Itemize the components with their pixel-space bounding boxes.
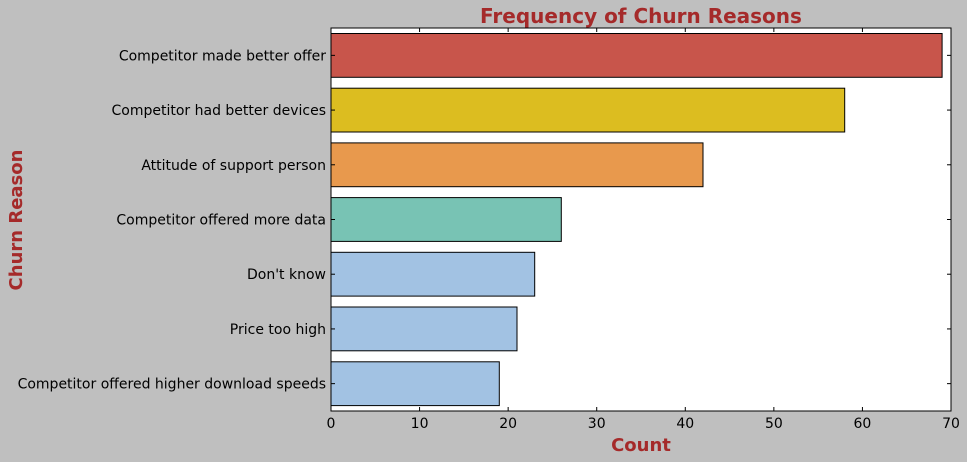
x-tick-label-20: 20 xyxy=(499,416,517,432)
y-tick-label-competitor-had-better-devices: Competitor had better devices xyxy=(112,103,326,119)
y-tick-label-don-t-know: Don't know xyxy=(247,267,326,283)
x-axis-label: Count xyxy=(611,435,671,456)
bar-competitor-made-better-offer xyxy=(331,34,942,78)
bar-price-too-high xyxy=(331,307,517,351)
bar-competitor-offered-higher-download-speeds xyxy=(331,362,499,406)
y-tick-label-competitor-offered-more-data: Competitor offered more data xyxy=(116,213,326,229)
chart-title: Frequency of Churn Reasons xyxy=(480,4,802,28)
bar-don-t-know xyxy=(331,252,535,296)
y-tick-label-attitude-of-support-person: Attitude of support person xyxy=(141,158,326,174)
x-tick-label-10: 10 xyxy=(411,416,429,432)
x-tick-label-40: 40 xyxy=(676,416,694,432)
bar-competitor-offered-more-data xyxy=(331,198,561,242)
x-tick-label-60: 60 xyxy=(854,416,872,432)
y-tick-label-competitor-offered-higher-download-speeds: Competitor offered higher download speed… xyxy=(18,377,326,393)
bar-competitor-had-better-devices xyxy=(331,88,845,132)
x-tick-label-70: 70 xyxy=(942,416,960,432)
bar-attitude-of-support-person xyxy=(331,143,703,187)
x-tick-label-30: 30 xyxy=(588,416,606,432)
y-axis-label: Churn Reason xyxy=(6,150,27,291)
x-tick-label-0: 0 xyxy=(327,416,336,432)
x-tick-label-50: 50 xyxy=(765,416,783,432)
y-tick-label-price-too-high: Price too high xyxy=(230,322,326,338)
y-tick-label-competitor-made-better-offer: Competitor made better offer xyxy=(119,48,326,64)
